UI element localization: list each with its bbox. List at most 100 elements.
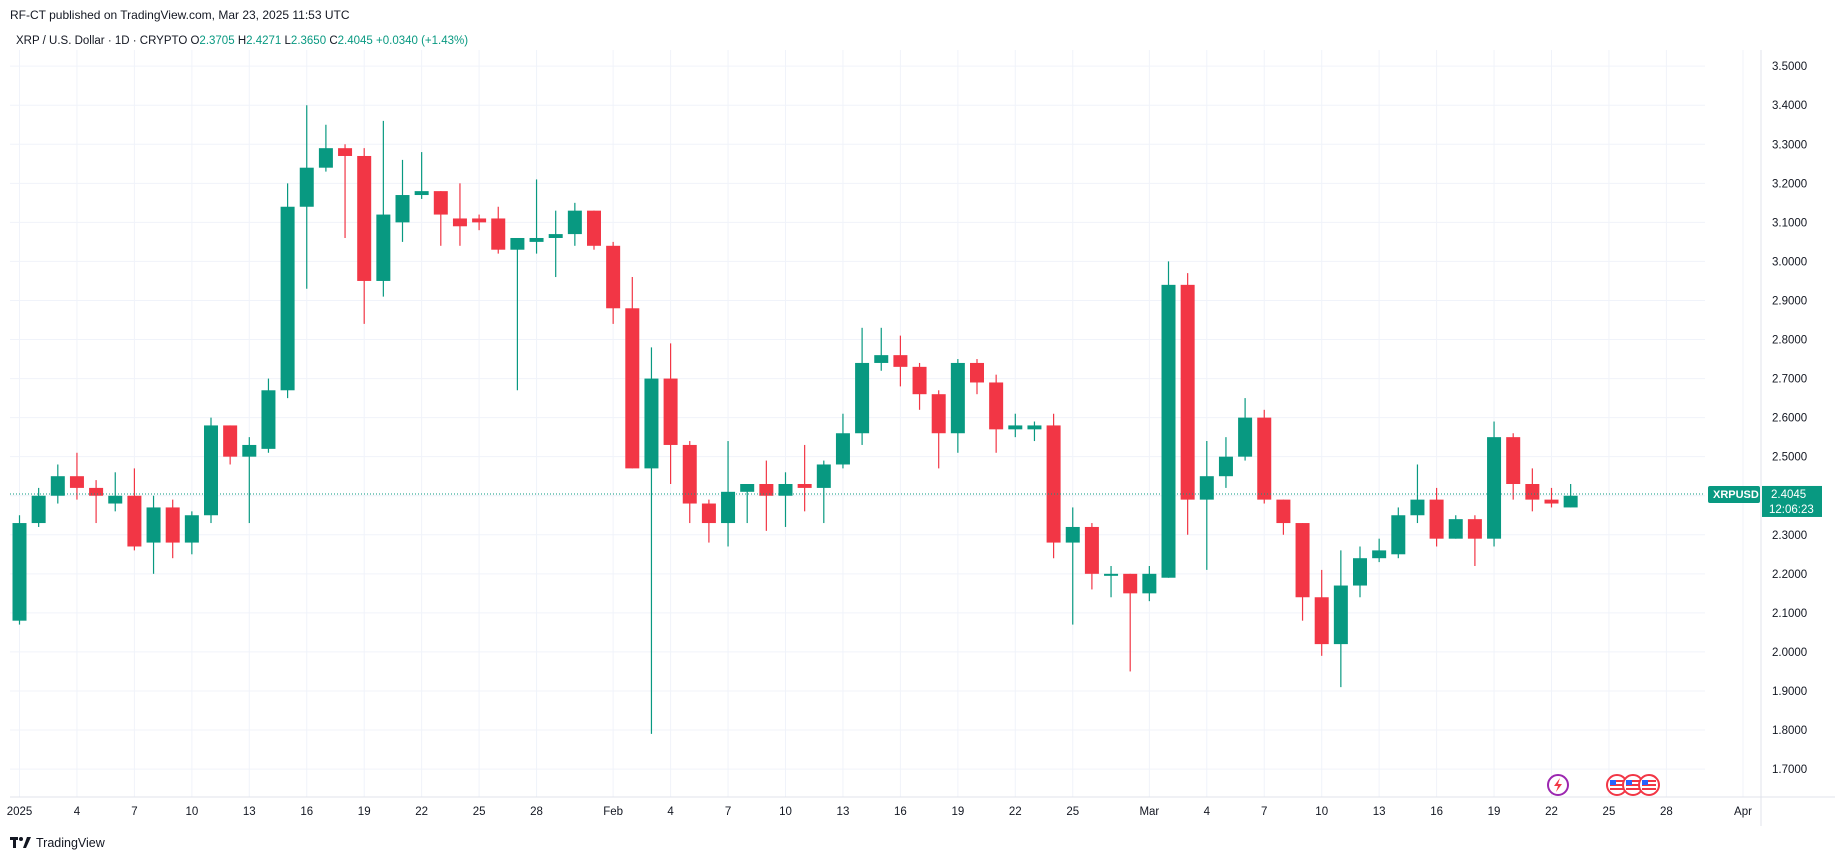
price-axis-label: 3.1000	[1772, 217, 1807, 229]
candle-up	[567, 202, 582, 246]
candle-body	[1123, 573, 1138, 594]
candle-body	[625, 308, 640, 469]
candle-body	[1467, 519, 1482, 539]
candle-body	[338, 148, 353, 156]
candle-body	[242, 444, 257, 457]
legend-change: +0.0340 (+1.43%)	[376, 35, 469, 47]
time-axis-label: 25	[473, 806, 486, 818]
candle-up	[242, 437, 257, 524]
candle-up	[950, 359, 965, 453]
candle-body	[395, 195, 410, 223]
price-axis-label: 3.3000	[1772, 139, 1807, 151]
candle-up	[855, 327, 870, 445]
time-axis-label: 28	[1660, 806, 1673, 818]
candle-down	[223, 425, 238, 465]
candle-body	[1563, 495, 1578, 508]
candle-body	[759, 484, 774, 496]
candle-body	[510, 237, 525, 250]
candle-up	[1372, 538, 1387, 563]
legend-low-label: L	[284, 35, 291, 47]
candle-body	[165, 507, 180, 543]
candle-body	[950, 362, 965, 434]
lightning-icon[interactable]	[1547, 774, 1569, 796]
candle-up	[146, 495, 161, 574]
candle-up	[184, 511, 199, 555]
time-axis-label: 19	[1488, 806, 1501, 818]
us-flag-icon[interactable]	[1606, 774, 1628, 796]
candle-body	[1429, 499, 1444, 539]
price-tag: XRPUSD 2.4045 12:06:23	[1708, 485, 1822, 517]
candle-body	[1238, 417, 1253, 457]
candle-body	[1487, 437, 1502, 539]
price-axis-label: 1.8000	[1772, 725, 1807, 737]
candle-down	[1180, 273, 1195, 535]
us-flag-icon[interactable]	[1638, 774, 1660, 796]
candle-down	[1257, 409, 1272, 504]
candle-down	[1544, 487, 1559, 508]
candle-body	[912, 366, 927, 395]
candle-body	[1257, 417, 1272, 500]
candle-down	[625, 277, 640, 469]
candle-down	[165, 499, 180, 559]
candle-down	[452, 183, 467, 246]
time-axis[interactable]: 2025 4 7 10 13 16 19 22 25 28 Feb 4 7 10 13 16 19 22 25 Mar…	[7, 796, 1835, 818]
time-axis-label: 2025	[7, 806, 33, 818]
candle-up	[395, 159, 410, 242]
time-axis-label: 7	[725, 806, 731, 818]
time-axis-label: 4	[667, 806, 674, 818]
candle-body	[855, 362, 870, 434]
price-tag-value: 2.4045	[1771, 489, 1806, 501]
candle-down	[587, 210, 601, 250]
price-axis-label: 3.4000	[1772, 100, 1807, 112]
candle-body	[261, 390, 276, 449]
candle-body	[204, 425, 218, 516]
candle-body	[682, 444, 697, 504]
candle-body	[108, 495, 123, 504]
price-axis-label: 3.5000	[1772, 61, 1807, 73]
candle-down	[433, 191, 448, 246]
time-axis-label: 13	[1373, 806, 1386, 818]
us-flag-icon[interactable]	[1622, 774, 1644, 796]
price-axis-label: 1.9000	[1772, 686, 1807, 698]
price-axis-label: 3.2000	[1772, 178, 1807, 190]
legend-high-value: 2.4271	[246, 35, 282, 47]
price-chart[interactable]: 1.7000 1.8000 1.9000 2.0000 2.1000 2.2000 2.30…	[0, 0, 1835, 830]
time-axis-label: 7	[1261, 806, 1267, 818]
price-axis-label: 1.7000	[1772, 764, 1807, 776]
candle-body	[1027, 425, 1042, 430]
candle-body	[318, 148, 333, 168]
candle-body	[606, 245, 621, 309]
candle-body	[69, 476, 84, 488]
candle-down	[127, 468, 142, 551]
price-axis-label: 2.7000	[1772, 374, 1807, 386]
price-axis-label: 2.2000	[1772, 569, 1807, 581]
time-axis-label: 22	[1009, 806, 1022, 818]
candle-body	[1104, 573, 1119, 576]
candle-body	[280, 206, 295, 391]
candle-body	[1199, 476, 1214, 500]
price-axis[interactable]: 1.7000 1.8000 1.9000 2.0000 2.1000 2.2000 2.30…	[1760, 50, 1807, 826]
candle-up	[1218, 437, 1233, 488]
candle-up	[644, 347, 659, 734]
candle-body	[1084, 526, 1099, 574]
candle-body	[1333, 585, 1348, 645]
candle-body	[663, 378, 678, 445]
candle-down	[491, 206, 506, 254]
candle-down	[663, 343, 678, 485]
candle-up	[1008, 413, 1023, 438]
tradingview-logo-icon	[10, 837, 31, 848]
candle-up	[1353, 546, 1367, 598]
candle-body	[433, 191, 448, 215]
candle-down	[912, 362, 927, 410]
candle-up	[299, 105, 314, 289]
candle-up	[414, 152, 429, 199]
price-axis-label: 2.8000	[1772, 335, 1807, 347]
price-axis-label: 3.0000	[1772, 256, 1807, 268]
candle-up	[1487, 421, 1502, 547]
legend-close-value: 2.4045	[337, 35, 373, 47]
candle-body	[89, 487, 104, 496]
candle-body	[970, 362, 984, 383]
candle-body	[414, 191, 429, 196]
time-axis-label: 4	[1204, 806, 1211, 818]
candle-body	[740, 484, 755, 492]
